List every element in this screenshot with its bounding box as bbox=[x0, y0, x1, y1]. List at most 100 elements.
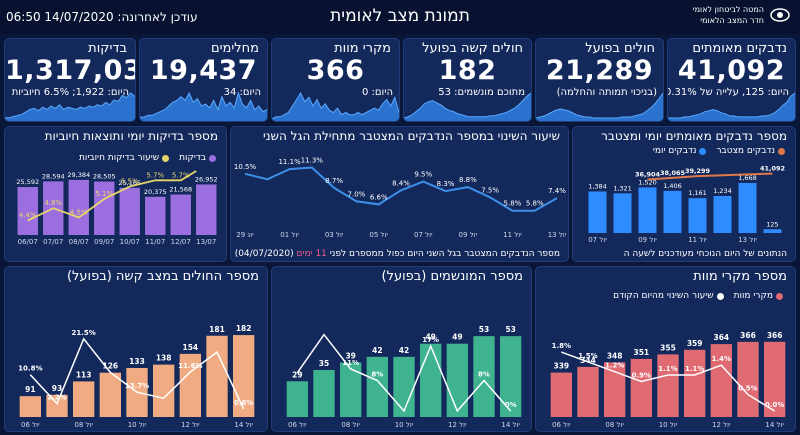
confirmed-cumulative-line bbox=[647, 172, 773, 181]
deaths-value-label: 339 bbox=[554, 362, 570, 371]
confirmed-daily-bar bbox=[613, 193, 632, 233]
kpi-card-recovered[interactable]: מחלימים 19,437 היום: 34 bbox=[139, 38, 268, 122]
panel-deaths[interactable]: מספר מקרי מוות מקרי מוות שיעור השינוי מה… bbox=[535, 266, 796, 432]
kpi-sparkline bbox=[272, 91, 399, 121]
sparkline-area bbox=[140, 93, 267, 121]
tests-x-tick: 06/07 bbox=[18, 238, 38, 246]
sparkline-area bbox=[272, 93, 399, 121]
kpi-subtitle: היום: 1,922; 6.5% חיוביות bbox=[11, 87, 129, 98]
legend-swatch bbox=[699, 147, 707, 155]
tests-value-label: 28,594 bbox=[42, 172, 65, 180]
tests-bar bbox=[119, 187, 140, 235]
sparkline-line bbox=[272, 91, 399, 120]
panel-title: מספר מקרי מוות bbox=[693, 269, 787, 284]
tests-bar bbox=[196, 184, 217, 235]
tests-rate-label: 5.7% bbox=[172, 171, 190, 179]
ventilated-x-tick: 14 יול bbox=[501, 421, 520, 429]
severe-rate-label: 11.6% bbox=[178, 362, 202, 370]
legend-item[interactable]: שיעור בדיקות חיוביות bbox=[79, 153, 170, 163]
legend-label: בדיקות bbox=[179, 153, 206, 163]
kpi-subtitle: היום: 34 bbox=[223, 87, 261, 98]
kpi-sparkline bbox=[536, 92, 663, 121]
sparkline-area bbox=[5, 93, 135, 121]
growth-data-label: 11.1% bbox=[278, 158, 301, 166]
severe-value-label: 181 bbox=[209, 325, 225, 334]
confirmed-x-tick: 09 יול bbox=[638, 236, 657, 244]
ventilated-rate-label: 8% bbox=[371, 370, 383, 378]
tests-value-label: 29,384 bbox=[67, 171, 90, 179]
legend: בדיקות שיעור בדיקות חיוביות bbox=[79, 153, 216, 163]
logo-line-2: חדר המצב הלאומי bbox=[700, 16, 764, 25]
severe-bar bbox=[153, 364, 175, 417]
legend-swatch bbox=[716, 292, 724, 300]
confirmed-daily-label: 1,384 bbox=[588, 182, 607, 190]
severe-value-label: 126 bbox=[103, 362, 119, 371]
ventilated-value-label: 29 bbox=[292, 370, 302, 379]
ventilated-bar bbox=[446, 343, 468, 417]
deaths-rate-label: 1.1% bbox=[658, 365, 677, 373]
panel-ventilated[interactable]: מספר המונשמים (בפועל) 29 06 יול 35 39 08 יול… bbox=[271, 266, 532, 432]
ventilated-rate-label: 8% bbox=[478, 370, 490, 378]
kpi-title: חולים קשה בפועל bbox=[422, 41, 523, 56]
page-title: תמונת מצב לאומית bbox=[330, 6, 470, 26]
growth-x-tick: 13 יול bbox=[548, 231, 567, 239]
tests-x-tick: 08/07 bbox=[69, 238, 89, 246]
legend-swatch bbox=[776, 292, 783, 300]
panel-severe[interactable]: מספר החולים במצב קשה (בפועל) 91 06 יול 93 1… bbox=[4, 266, 268, 432]
kpi-card-severe[interactable]: חולים קשה בפועל 182 מתוכם מונשמים: 53 bbox=[403, 38, 532, 122]
confirmed-daily-label: 1,406 bbox=[663, 182, 682, 190]
ventilated-bar bbox=[420, 343, 442, 417]
confirmed-footnote: הנתונים של היום הנוכחי מעודכנים לשעה ה bbox=[623, 249, 787, 259]
sparkline-line bbox=[668, 92, 795, 119]
deaths-rate-label: 1.1% bbox=[685, 365, 704, 373]
confirmed-x-tick: 13 יול bbox=[738, 236, 757, 244]
legend-item[interactable]: נדבקים מצטבר bbox=[716, 146, 785, 156]
kpi-value: 182 bbox=[438, 55, 497, 86]
kpi-card-confirmed[interactable]: נדבקים מאומתים 41,092 היום: 125, עלייה ש… bbox=[667, 38, 796, 122]
tests-rate-label: 4.5% bbox=[70, 209, 88, 217]
tests-value-label: 25,592 bbox=[16, 178, 39, 186]
growth-x-tick: 09 יול bbox=[459, 231, 478, 239]
deaths-value-label: 366 bbox=[740, 331, 756, 340]
panel-tests[interactable]: מספר בדיקות יומי ותוצאות חיוביות בדיקות … bbox=[4, 126, 227, 262]
legend-swatch bbox=[162, 154, 170, 162]
legend-label: נדבקים יומי bbox=[652, 146, 697, 156]
kpi-subtitle: היום: 125, עלייה של 0.31% bbox=[667, 87, 789, 98]
growth-line bbox=[244, 166, 558, 212]
legend: מקרי מוות שיעור השינוי מהיום הקודם bbox=[613, 291, 783, 301]
deaths-rate-label: 1.2% bbox=[605, 362, 624, 370]
kpi-card-tests[interactable]: בדיקות 1,317,035 היום: 1,922; 6.5% חיובי… bbox=[4, 38, 136, 122]
severe-value-label: 91 bbox=[25, 385, 35, 394]
kpi-card-deaths[interactable]: מקרי מוות 366 היום: 0 bbox=[271, 38, 400, 122]
growth-data-label: 6.6% bbox=[370, 193, 388, 201]
panel-confirmed[interactable]: מספר נדבקים מאומתים יומי ומצטבר נדבקים מ… bbox=[572, 126, 796, 262]
deaths-bar bbox=[657, 354, 679, 417]
ventilated-value-label: 42 bbox=[372, 346, 382, 355]
sparkline-line bbox=[5, 92, 135, 119]
kpi-title: בדיקות bbox=[88, 41, 127, 56]
ventilated-value-label: 42 bbox=[399, 346, 409, 355]
tests-x-tick: 09/07 bbox=[94, 238, 114, 246]
legend-item[interactable]: בדיקות bbox=[179, 153, 216, 163]
legend-item[interactable]: מקרי מוות bbox=[734, 291, 783, 301]
footnote-days: 11 ימים bbox=[296, 249, 327, 259]
severe-value-label: 133 bbox=[129, 357, 145, 366]
legend-label: מקרי מוות bbox=[733, 291, 773, 301]
severe-bar bbox=[19, 396, 41, 417]
confirmed-x-tick: 07 יול bbox=[588, 236, 607, 244]
tests-value-label: 20,375 bbox=[144, 188, 167, 196]
deaths-value-label: 348 bbox=[607, 351, 623, 360]
confirmed-daily-bar bbox=[663, 190, 682, 233]
deaths-value-label: 364 bbox=[714, 333, 730, 342]
kpi-value: 41,092 bbox=[677, 55, 786, 86]
confirmed-daily-label: 1,520 bbox=[638, 178, 657, 186]
deaths-x-tick: 10 יול bbox=[659, 421, 678, 429]
kpi-card-active[interactable]: חולים בפועל 21,289 (בניכוי תמותה והחלמה) bbox=[535, 38, 664, 122]
legend-item[interactable]: שיעור השינוי מהיום הקודם bbox=[613, 291, 724, 301]
panel-growth[interactable]: שיעור השינוי במספר הנדבקים המצטבר מתחילת… bbox=[230, 126, 569, 262]
deaths-x-tick: 14 יול bbox=[765, 421, 784, 429]
deaths-rate-label: 0.9% bbox=[632, 372, 651, 380]
kpi-subtitle: (בניכוי תמותה והחלמה) bbox=[556, 87, 657, 98]
deaths-rate-line bbox=[561, 351, 776, 412]
legend-item[interactable]: נדבקים יומי bbox=[653, 146, 707, 156]
